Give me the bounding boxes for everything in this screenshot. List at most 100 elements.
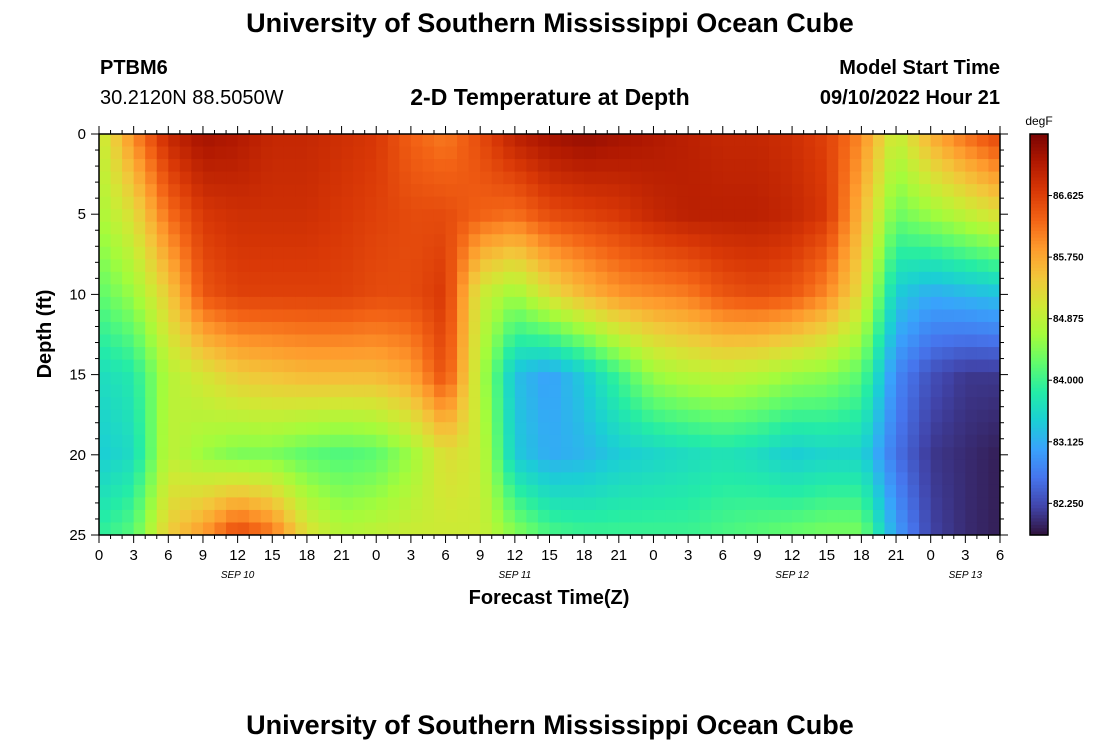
heatmap-cell [133,309,146,323]
heatmap-cell [861,309,874,323]
heatmap-cell [341,372,354,386]
heatmap-cell [849,522,862,535]
heatmap-cell [353,209,366,223]
heatmap-cell [514,447,527,461]
heatmap-cell [965,271,978,285]
heatmap-cell [99,271,112,285]
heatmap-cell [202,234,216,248]
heatmap-cell [572,397,585,411]
heatmap-cell [260,497,273,511]
heatmap-cell [907,447,920,461]
heatmap-cell [711,409,724,423]
heatmap-cell [884,397,897,411]
heatmap-cell [861,259,874,273]
heatmap-cell [976,334,990,348]
heatmap-cell [838,497,851,511]
heatmap-cell [295,171,308,185]
heatmap-cell [145,221,158,235]
heatmap-cell [341,384,354,398]
heatmap-cell [688,484,701,499]
heatmap-cell [156,271,169,285]
heatmap-cell [618,234,631,248]
heatmap-cell [872,221,886,235]
heatmap-cell [711,509,724,524]
heatmap-cell [942,259,955,273]
heatmap-cell [226,271,239,285]
heatmap-cell [306,221,320,235]
heatmap-cell [191,221,204,235]
heatmap-cell [526,397,539,411]
heatmap-cell [341,284,354,298]
heatmap-cell [526,472,539,486]
heatmap-cell [676,296,689,311]
heatmap-cell [711,384,724,398]
heatmap-cell [145,159,158,173]
heatmap-cell [641,472,655,486]
heatmap-cell [376,422,389,436]
x-tick-label: 3 [961,547,969,564]
heatmap-cell [757,409,770,423]
heatmap-cell [722,472,735,486]
heatmap-cell [953,397,966,411]
heatmap-cell [156,472,169,486]
heatmap-cell [549,484,562,499]
heatmap-cell [330,484,343,499]
heatmap-cell [433,372,447,386]
heatmap-cell [422,459,435,473]
heatmap-cell [156,397,169,411]
heatmap-cell [145,146,158,160]
heatmap-cell [641,347,655,361]
heatmap-cell [815,184,828,198]
heatmap-cell [260,384,273,398]
heatmap-cell [757,334,770,348]
heatmap-cell [734,284,747,298]
heatmap-cell [549,359,562,373]
heatmap-cell [953,372,966,386]
heatmap-cell [768,472,782,486]
heatmap-cell [202,509,216,524]
heatmap-cell [653,447,666,461]
heatmap-cell [445,146,458,160]
heatmap-cell [919,484,932,499]
heatmap-cell [826,347,839,361]
heatmap-cell [168,171,181,185]
heatmap-cell [283,259,296,273]
heatmap-cell [514,497,527,511]
heatmap-cell [376,296,389,311]
heatmap-cell [260,159,273,173]
heatmap-cell [133,359,146,373]
heatmap-cell [699,134,712,148]
heatmap-cell [514,359,527,373]
heatmap-cell [133,321,146,336]
colorbar-segment [1030,194,1048,199]
heatmap-cell [468,497,481,511]
x-tick-label: 12 [229,547,246,564]
heatmap-cell [145,397,158,411]
heatmap-cell [237,321,250,336]
heatmap-cell [595,159,608,173]
heatmap-cell [722,209,735,223]
heatmap-cell [849,384,862,398]
heatmap-cell [849,221,862,235]
heatmap-cell [861,271,874,285]
heatmap-cell [376,246,389,260]
heatmap-cell [861,422,874,436]
heatmap-cell [942,196,955,210]
heatmap-cell [226,334,239,348]
heatmap-cell [549,472,562,486]
heatmap-cell [341,234,354,248]
heatmap-cell [364,259,377,273]
heatmap-cell [896,422,909,436]
heatmap-cell [122,321,135,336]
heatmap-cell [202,409,216,423]
heatmap-cell [768,259,782,273]
heatmap-cell [399,372,412,386]
heatmap-cell [145,134,158,148]
heatmap-cell [537,321,551,336]
heatmap-cell [549,309,562,323]
heatmap-cell [480,497,493,511]
heatmap-cell [122,271,135,285]
heatmap-cell [953,447,966,461]
heatmap-cell [792,296,805,311]
heatmap-cell [826,359,839,373]
